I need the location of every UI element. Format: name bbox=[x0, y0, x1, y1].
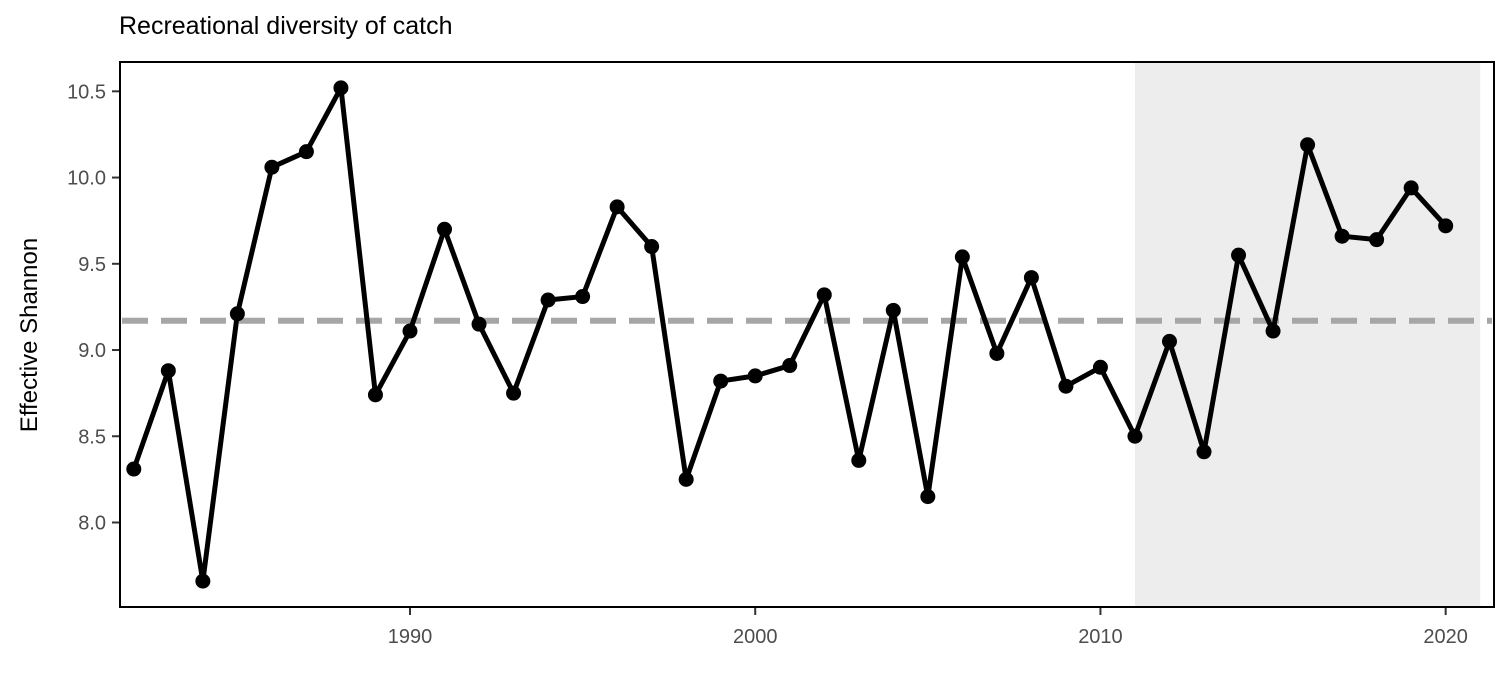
data-point bbox=[575, 289, 591, 305]
data-point bbox=[609, 199, 625, 215]
data-point bbox=[644, 239, 660, 255]
data-point bbox=[367, 387, 383, 403]
data-point bbox=[229, 306, 245, 322]
data-point bbox=[1231, 247, 1247, 263]
data-point bbox=[713, 373, 729, 389]
data-point bbox=[160, 363, 176, 379]
data-point bbox=[402, 323, 418, 339]
data-point bbox=[333, 80, 349, 96]
data-point bbox=[264, 159, 280, 175]
series-points bbox=[126, 80, 1454, 589]
data-point bbox=[678, 471, 694, 487]
data-point bbox=[126, 461, 142, 477]
data-point bbox=[540, 292, 556, 308]
data-point bbox=[1300, 137, 1316, 153]
data-point bbox=[989, 345, 1005, 361]
data-point bbox=[782, 358, 798, 374]
data-point bbox=[298, 144, 314, 160]
x-tick-label: 2000 bbox=[733, 626, 778, 648]
data-point bbox=[1092, 359, 1108, 375]
y-tick-label: 10.0 bbox=[67, 168, 106, 190]
y-tick-label: 8.0 bbox=[78, 512, 106, 534]
chart-title: Recreational diversity of catch bbox=[119, 12, 453, 40]
y-tick-label: 8.5 bbox=[78, 426, 106, 448]
data-point bbox=[1403, 180, 1419, 196]
data-point bbox=[816, 287, 832, 303]
data-point bbox=[506, 385, 522, 401]
x-tick-label: 2020 bbox=[1423, 626, 1468, 648]
x-tick-label: 2010 bbox=[1078, 626, 1123, 648]
y-axis: 8.0 8.5 9.0 9.5 10.0 10.5 bbox=[67, 81, 120, 534]
data-point bbox=[1058, 378, 1074, 394]
x-axis: 1990 2000 2010 2020 bbox=[388, 607, 1468, 648]
data-point bbox=[1369, 232, 1385, 248]
data-point bbox=[1438, 218, 1454, 234]
data-point bbox=[920, 489, 936, 505]
y-tick-label: 9.5 bbox=[78, 254, 106, 276]
data-point bbox=[1023, 270, 1039, 286]
data-point bbox=[1161, 333, 1177, 349]
y-tick-label: 9.0 bbox=[78, 340, 106, 362]
plot-border bbox=[119, 61, 1495, 608]
data-point bbox=[1265, 323, 1281, 339]
data-point bbox=[851, 452, 867, 468]
data-point bbox=[747, 368, 763, 384]
data-point bbox=[954, 249, 970, 265]
y-tick-label: 10.5 bbox=[67, 81, 106, 103]
data-point bbox=[437, 221, 453, 237]
data-point bbox=[471, 316, 487, 332]
x-tick-label: 1990 bbox=[388, 626, 433, 648]
data-point bbox=[885, 302, 901, 318]
data-point bbox=[1196, 444, 1212, 460]
data-point bbox=[1334, 228, 1350, 244]
data-point bbox=[1127, 428, 1143, 444]
data-point bbox=[195, 573, 211, 589]
